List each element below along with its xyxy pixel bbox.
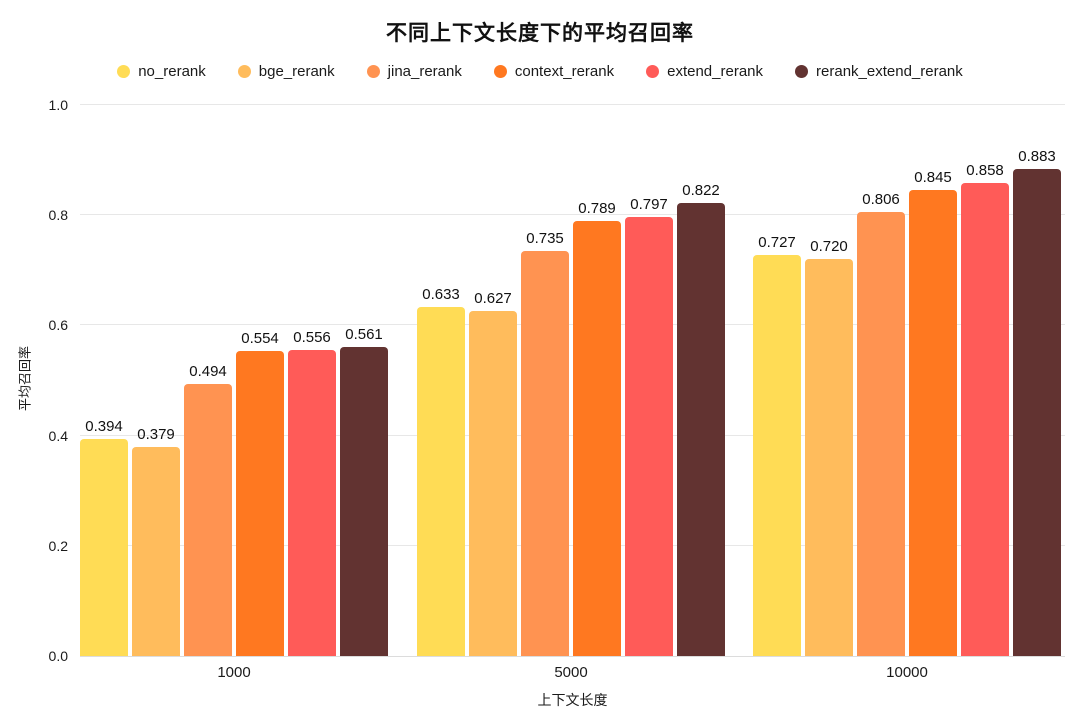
legend-item-context_rerank[interactable]: context_rerank (493, 63, 615, 80)
value-label: 0.561 (345, 326, 383, 343)
y-tick-label: 0.6 (48, 317, 68, 334)
legend-swatch-icon (646, 65, 660, 78)
bar-no_rerank-5000 (417, 307, 465, 656)
legend-swatch-icon (117, 65, 131, 78)
bar-extend_rerank-5000 (625, 217, 673, 656)
bar-jina_rerank-5000 (521, 251, 569, 656)
value-label: 0.556 (293, 329, 331, 346)
x-tick-label: 5000 (554, 664, 588, 681)
legend-item-no_rerank[interactable]: no_rerank (117, 63, 206, 80)
value-label: 0.858 (966, 162, 1004, 179)
bar-context_rerank-10000 (909, 190, 957, 656)
x-tick-label: 1000 (217, 664, 251, 681)
bar-rerank_extend_rerank-10000 (1013, 169, 1061, 656)
chart-title: 不同上下文长度下的平均召回率 (386, 22, 694, 45)
bar-context_rerank-1000 (236, 351, 284, 656)
gridline (80, 656, 1065, 657)
bar-jina_rerank-1000 (184, 384, 232, 656)
value-label: 0.720 (810, 238, 848, 255)
value-label: 0.494 (189, 363, 227, 380)
y-tick-label: 0.4 (48, 427, 68, 444)
bar-context_rerank-5000 (573, 221, 621, 656)
bar-extend_rerank-10000 (961, 183, 1009, 656)
y-tick-label: 0.8 (48, 207, 68, 224)
legend-swatch-icon (493, 65, 507, 78)
value-label: 0.797 (630, 196, 668, 213)
plot-area: 平均召回率 上下文长度 0.0 0.2 0.4 0.6 0.8 1.0 0.394 0.379… (18, 97, 1065, 708)
bar-extend_rerank-1000 (288, 350, 336, 656)
legend-label: jina_rerank (387, 63, 462, 80)
legend-swatch-icon (366, 65, 380, 78)
legend-label: no_rerank (138, 63, 206, 80)
value-label: 0.806 (862, 191, 900, 208)
bar-rerank_extend_rerank-1000 (340, 347, 388, 656)
value-label: 0.735 (526, 230, 564, 247)
y-tick-label: 0.2 (48, 537, 68, 554)
gridline (80, 104, 1065, 105)
value-label: 0.727 (758, 234, 796, 251)
y-tick-label: 1.0 (48, 97, 68, 113)
legend-swatch-icon (795, 65, 809, 78)
gridline (80, 544, 1065, 546)
y-axis-title: 平均召回率 (17, 345, 33, 411)
legend-item-rerank_extend_rerank[interactable]: rerank_extend_rerank (795, 63, 963, 80)
bar-bge_rerank-5000 (469, 311, 517, 656)
gridline (80, 214, 1065, 216)
bar-no_rerank-10000 (753, 255, 801, 656)
y-tick-label: 0.0 (48, 648, 68, 664)
gridline (80, 324, 1065, 326)
legend: no_rerank bge_rerank jina_rerank context_re… (0, 63, 1080, 80)
value-label: 0.394 (85, 418, 123, 435)
legend-item-jina_rerank[interactable]: jina_rerank (366, 63, 462, 80)
value-label: 0.633 (422, 286, 460, 303)
bar-no_rerank-1000 (80, 439, 128, 656)
bar-bge_rerank-10000 (805, 259, 853, 656)
bar-rerank_extend_rerank-5000 (677, 203, 725, 656)
legend-label: context_rerank (514, 63, 615, 80)
x-tick-label: 10000 (886, 664, 928, 681)
bar-bge_rerank-1000 (132, 447, 180, 656)
legend-swatch-icon (237, 65, 251, 78)
value-label: 0.845 (914, 169, 952, 186)
value-label: 0.822 (682, 182, 720, 199)
gridline (80, 434, 1065, 436)
value-label: 0.883 (1018, 148, 1056, 165)
value-label: 0.379 (137, 426, 175, 443)
legend-label: rerank_extend_rerank (816, 63, 963, 80)
legend-item-extend_rerank[interactable]: extend_rerank (646, 63, 763, 80)
legend-label: bge_rerank (258, 63, 335, 80)
bar-jina_rerank-10000 (857, 212, 905, 656)
legend-item-bge_rerank[interactable]: bge_rerank (237, 63, 335, 80)
value-label: 0.627 (474, 290, 512, 307)
legend-label: extend_rerank (667, 63, 764, 80)
value-label: 0.554 (241, 330, 279, 347)
value-label: 0.789 (578, 200, 616, 217)
x-axis-title: 上下文长度 (537, 692, 608, 708)
